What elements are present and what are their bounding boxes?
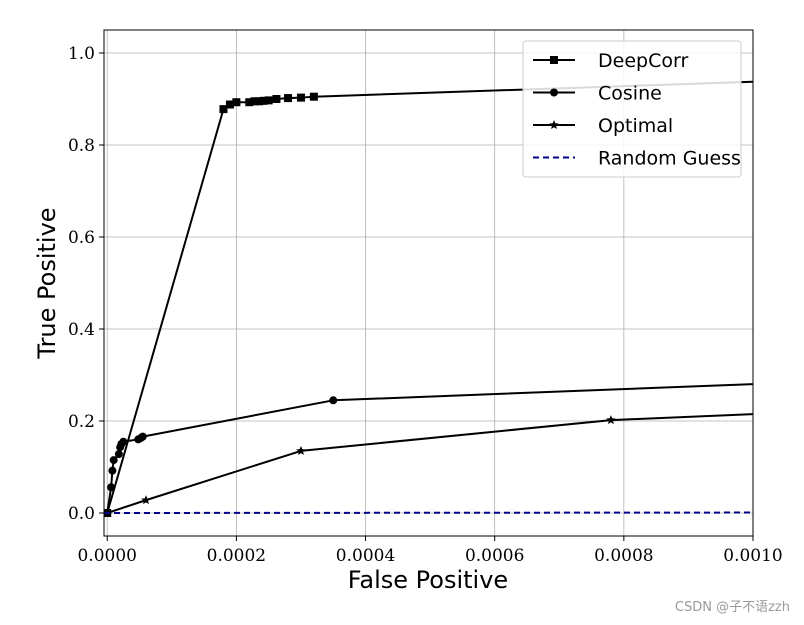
x-tick-label: 0.0000	[77, 546, 136, 566]
y-tick-label: 0.0	[68, 504, 95, 524]
legend: DeepCorr Cosine Optimal Random Guess	[522, 40, 742, 178]
data-point-cosine	[109, 456, 118, 465]
series-group	[104, 77, 791, 518]
x-tick-label: 0.0004	[336, 546, 395, 566]
data-point-deepcorr	[272, 95, 281, 103]
legend-item-random-guess: Random Guess	[533, 148, 741, 170]
x-tick-label: 0.0008	[594, 546, 653, 566]
data-point-optimal	[781, 408, 791, 417]
x-tick-label: 0.0010	[723, 546, 782, 566]
data-point-cosine	[119, 437, 128, 446]
data-point-deepcorr	[245, 98, 254, 107]
y-axis-title: True Positive	[33, 207, 61, 359]
y-tick-label: 1.0	[68, 44, 95, 64]
legend-label: Random Guess	[598, 148, 741, 170]
legend-item-optimal: Optimal	[533, 115, 673, 137]
legend-marker	[550, 88, 558, 97]
data-point-cosine	[138, 432, 147, 441]
legend-label: DeepCorr	[598, 50, 688, 72]
data-point-cosine	[781, 379, 789, 387]
data-point-deepcorr	[219, 105, 228, 114]
watermark: CSDN @子不语zzh	[674, 600, 790, 615]
x-axis-title: False Positive	[348, 566, 508, 594]
data-point-deepcorr	[232, 98, 241, 107]
data-point-cosine	[329, 396, 338, 405]
plot-frame	[103, 29, 754, 537]
x-tick-label: 0.0002	[207, 546, 266, 566]
data-point-cosine	[107, 483, 116, 492]
data-point-deepcorr	[250, 97, 259, 106]
data-point-optimal	[141, 495, 151, 505]
y-tick-label: 0.8	[68, 136, 95, 156]
legend-marker	[549, 120, 559, 130]
legend-item-deepcorr: DeepCorr	[533, 50, 688, 72]
legend-item-cosine: Cosine	[533, 83, 662, 105]
y-tick-label: 0.6	[68, 228, 95, 248]
data-point-deepcorr	[225, 100, 234, 109]
data-point-cosine	[108, 466, 117, 475]
data-point-deepcorr	[309, 92, 318, 101]
legend-label: Cosine	[598, 83, 662, 105]
data-point-deepcorr	[259, 96, 268, 105]
data-point-cosine	[114, 450, 123, 459]
data-point-deepcorr	[781, 77, 789, 85]
data-point-deepcorr	[254, 97, 263, 106]
y-tick-label: 0.4	[68, 320, 95, 340]
x-tick-label: 0.0006	[465, 546, 524, 566]
data-point-optimal	[296, 445, 306, 455]
data-point-deepcorr	[296, 93, 305, 102]
y-tick-label: 0.2	[68, 412, 95, 432]
legend-marker	[550, 56, 558, 64]
legend-box	[522, 40, 742, 178]
data-point-deepcorr	[264, 96, 273, 105]
data-point-optimal	[606, 415, 616, 425]
data-point-deepcorr	[284, 94, 293, 103]
ticks: 0.0000 0.0002 0.0004 0.0006 0.0008 0.0010 0.0 0…	[68, 44, 783, 566]
legend-label: Optimal	[598, 115, 673, 137]
